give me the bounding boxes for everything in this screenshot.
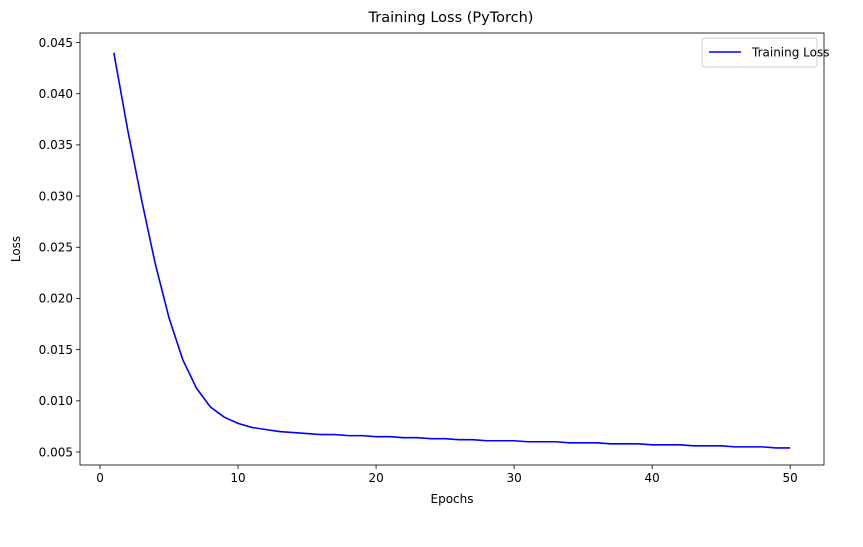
x-tick-label: 10 — [230, 471, 245, 485]
legend: Training Loss — [701, 37, 829, 68]
y-tick-label: 0.005 — [39, 445, 73, 459]
x-tick-label: 0 — [96, 471, 104, 485]
y-tick-label: 0.020 — [39, 292, 73, 306]
y-tick-label: 0.040 — [39, 87, 73, 101]
legend-box — [701, 37, 818, 68]
x-tick-label: 20 — [368, 471, 383, 485]
y-tick-label: 0.030 — [39, 189, 73, 203]
y-tick-label: 0.035 — [39, 138, 73, 152]
series-layer — [113, 52, 791, 449]
x-tick-label: 30 — [506, 471, 521, 485]
x-tick-label: 40 — [645, 471, 660, 485]
x-tick-label: 50 — [783, 471, 798, 485]
y-tick-label: 0.025 — [39, 241, 73, 255]
x-axis-ticks: 0 10 20 30 40 50 — [96, 465, 798, 485]
x-axis-label: Epochs — [431, 492, 474, 506]
legend-label: Training Loss — [751, 46, 829, 60]
plot-frame — [79, 32, 825, 466]
y-axis-label: Loss — [9, 236, 23, 262]
y-tick-label: 0.015 — [39, 343, 73, 357]
y-tick-label: 0.045 — [39, 36, 73, 50]
chart-title: Training Loss (PyTorch) — [368, 10, 534, 26]
series-line-training-loss — [113, 52, 791, 449]
y-axis-ticks: 0.005 0.010 0.015 0.020 0.025 0.030 0.035 0.040… — [39, 36, 80, 459]
y-tick-label: 0.010 — [39, 394, 73, 408]
